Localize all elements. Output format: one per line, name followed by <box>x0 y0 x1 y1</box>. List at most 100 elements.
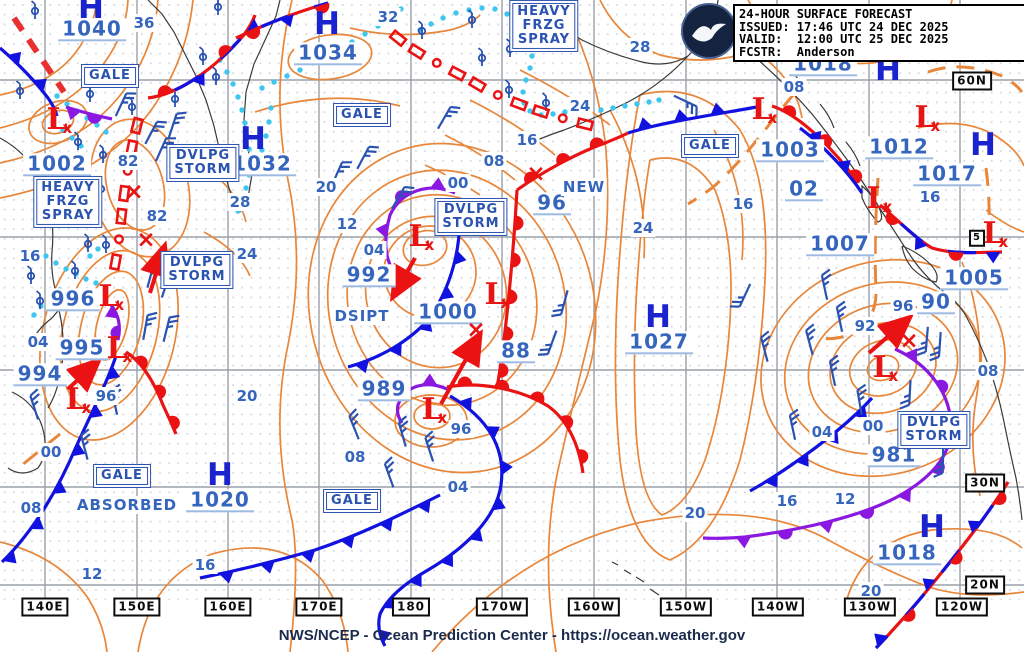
chain-circle <box>557 113 568 124</box>
cold-front-triangle <box>33 78 47 92</box>
wind-barb-icon <box>760 330 771 362</box>
freezing-spray-icon <box>211 66 221 85</box>
warning-box-line-0: GALE <box>341 106 383 122</box>
warning-box-dvlpg-storm: DVLPG STORM <box>169 146 237 180</box>
ice-edge-dot <box>43 253 49 259</box>
warm-front-scallop <box>498 362 509 378</box>
isobar-number: 08 <box>481 152 507 170</box>
noaa-logo-bird <box>692 23 726 42</box>
chain-rect <box>388 28 408 48</box>
isobar-number: 20 <box>313 178 339 196</box>
isobar-number: 96 <box>93 387 119 405</box>
cold-front-triangle <box>30 516 44 530</box>
movement-arrow <box>65 356 103 393</box>
low-letter: L <box>421 392 443 427</box>
freezing-spray-icon <box>70 260 80 279</box>
position-x-mark: × <box>136 226 156 253</box>
cold-front-triangle <box>72 442 86 457</box>
cold-front-triangle <box>279 14 294 28</box>
front-warm <box>125 350 178 435</box>
front-cold <box>749 396 874 493</box>
front-occluded <box>395 383 448 424</box>
credit-caption: NWS/NCEP - Ocean Prediction Center - htt… <box>278 627 746 644</box>
isobar-number: 20 <box>234 387 260 405</box>
wind-barb-icon <box>356 145 379 170</box>
latitude-box: 20N <box>965 575 1005 595</box>
ice-edge-dot <box>453 10 459 16</box>
isobar-number: 28 <box>227 193 253 211</box>
low-letter: L <box>751 92 773 127</box>
movement-arrow <box>439 329 483 405</box>
cold-front-triangle <box>837 160 851 174</box>
wind-barb-icon <box>933 447 945 478</box>
longitude-box: 180 <box>391 597 431 617</box>
warm-front-scallop <box>494 379 510 390</box>
trough-dashed <box>819 177 880 341</box>
freezing-spray-icon <box>85 83 95 102</box>
ice-edge-dot <box>239 107 245 113</box>
warning-box-gale: GALE <box>96 466 148 486</box>
freezing-spray-icon <box>15 80 25 99</box>
front-warm <box>516 131 629 192</box>
warm-front-scallop <box>577 449 589 465</box>
freezing-spray-icon <box>26 265 36 284</box>
ice-edge-dot <box>230 81 236 87</box>
cold-front-triangle <box>904 348 918 362</box>
ice-edge-dot <box>646 99 652 105</box>
warning-box-gale: GALE <box>84 66 136 86</box>
warning-box-line-0: GALE <box>689 137 731 153</box>
trough-dashed <box>984 167 991 229</box>
warm-front-scallop <box>314 2 330 14</box>
isobar-number: 12 <box>832 490 858 508</box>
warm-front-scallop <box>859 507 875 519</box>
ice-edge-dot <box>428 21 434 27</box>
warning-box-heavy-frzg-spray: HEAVY FRZG SPRAY <box>512 2 576 50</box>
title-line-1: ISSUED: 17:46 UTC 24 DEC 2025 <box>739 19 949 34</box>
isobar <box>614 90 767 561</box>
isobar <box>469 99 556 156</box>
isobar-number: 36 <box>131 14 157 32</box>
major-grid-lines <box>0 0 1024 600</box>
warning-box-gale: GALE <box>684 136 736 156</box>
cold-front-triangle <box>300 549 316 563</box>
pressure-label: 88 <box>497 340 535 364</box>
isobar <box>279 0 298 652</box>
isobar-number: 16 <box>730 195 756 213</box>
warm-front-scallop <box>560 415 574 430</box>
position-x-mark: × <box>899 327 919 354</box>
pressure-label: 90 <box>917 291 955 315</box>
isobar-number: 04 <box>361 241 387 259</box>
cold-front-triangle <box>192 72 205 86</box>
cold-front-triangle <box>89 404 103 419</box>
coastline <box>819 103 835 129</box>
freezing-spray-icon <box>417 20 427 39</box>
warning-box-line-0: HEAVY <box>41 179 95 195</box>
wind-barb-icon <box>856 383 868 416</box>
warm-front-scallop <box>514 215 524 231</box>
warning-box-line-1: STORM <box>168 269 226 284</box>
warm-front-scallop <box>885 211 900 225</box>
warning-box-heavy-frzg-spray: HEAVY FRZG SPRAY <box>36 178 100 226</box>
dissipating-front-chains-layer <box>108 28 595 272</box>
freezing-spray-icon <box>198 46 208 65</box>
isobar <box>599 0 741 61</box>
cold-front-triangle <box>501 459 513 475</box>
front-cold <box>0 46 59 117</box>
cold-front-triangle <box>354 360 370 374</box>
warm-front-scallop <box>503 326 514 342</box>
high-symbol: H <box>78 0 104 27</box>
warning-box-line-1: FRZG <box>522 17 566 33</box>
warning-box-line-1: STORM <box>442 216 500 231</box>
high-symbol: H <box>970 127 996 164</box>
freezing-spray-icon <box>35 290 45 309</box>
annotation-new: NEW <box>560 178 608 196</box>
warm-front-scallop <box>849 169 863 184</box>
low-x-mark: x <box>437 409 448 427</box>
title-line-2: VALID: 12:00 UTC 25 DEC 2025 <box>739 32 949 46</box>
low-letter: L <box>982 216 1004 251</box>
ice-edge-dot <box>64 101 70 107</box>
